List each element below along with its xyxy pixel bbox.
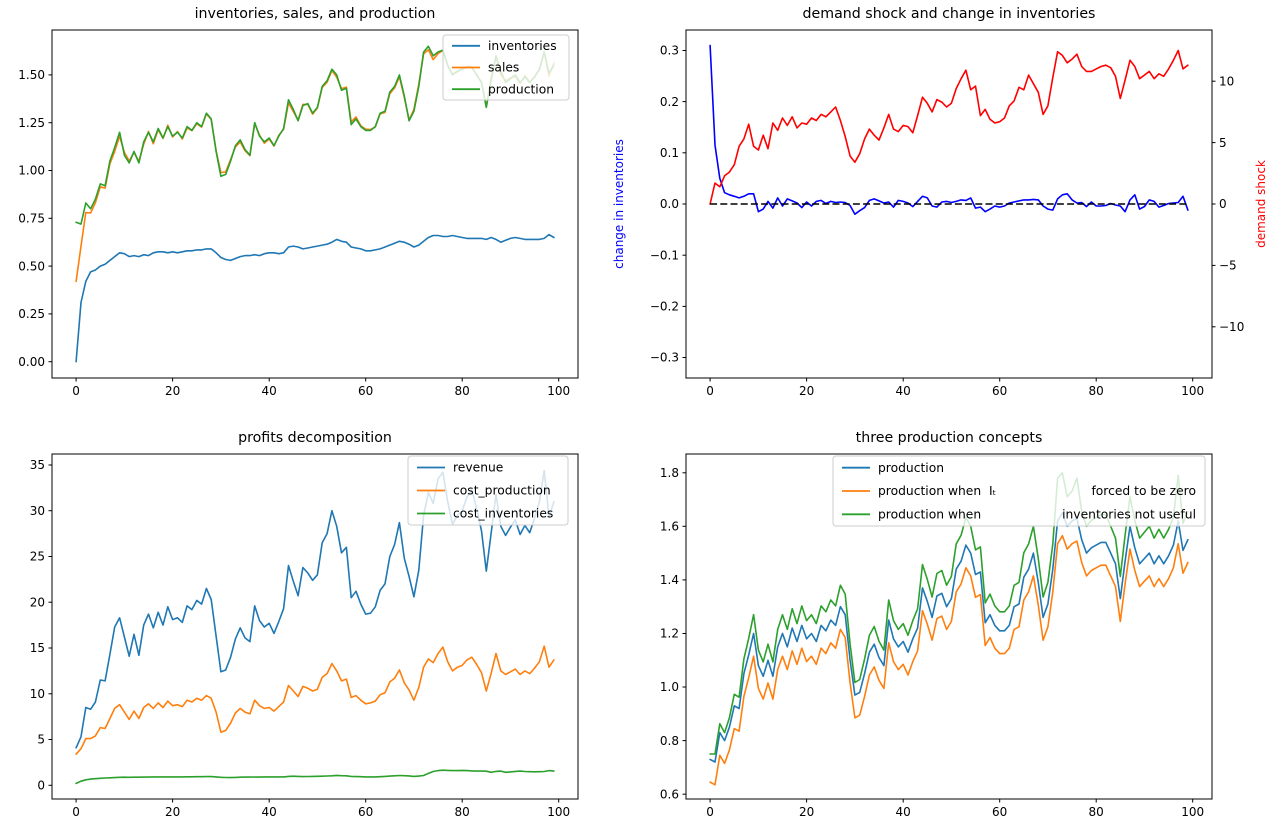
y-tick-label: 10 bbox=[30, 687, 45, 701]
series-production bbox=[709, 512, 1189, 763]
x-tick-label: 80 bbox=[455, 805, 470, 819]
y-tick-label: 0.3 bbox=[660, 44, 679, 58]
legend-item-label: revenue bbox=[453, 461, 503, 475]
y-tick-label: 1.4 bbox=[660, 573, 679, 587]
x-tick-label: 20 bbox=[165, 384, 180, 398]
chart-3: 0 20 40 60 80 100 0.6 0.8 1.0 1.2 1.4 1.6 1.8 product… bbox=[660, 453, 1213, 819]
legend-item-label: sales bbox=[488, 61, 519, 75]
x-tick-label: 60 bbox=[992, 805, 1007, 819]
y-tick-label: 1.00 bbox=[18, 164, 45, 178]
y-tick-label: 0.0 bbox=[660, 197, 679, 211]
chart-title-inventories-sales-production: inventories, sales, and production bbox=[194, 6, 436, 22]
axes-frame bbox=[51, 453, 579, 800]
legend: inventories sales production bbox=[442, 34, 570, 101]
y-tick-label: 0.50 bbox=[18, 259, 45, 273]
x-tick-label: 20 bbox=[799, 384, 814, 398]
chart-0: 0 20 40 60 80 100 0.00 0.25 0.50 0.75 1.00 1.25 1.50… bbox=[18, 29, 579, 398]
series-production-inventories-forced-zero bbox=[709, 534, 1189, 786]
legend-box bbox=[832, 455, 1206, 527]
x-tick-label: 100 bbox=[1181, 805, 1204, 819]
legend-item-label-2: forced to be zero bbox=[1091, 484, 1196, 498]
y-tick-label: 0.25 bbox=[18, 307, 45, 321]
series-change-in-inventories bbox=[709, 44, 1189, 215]
legend-box bbox=[407, 455, 569, 526]
legend-item-label: inventories bbox=[488, 39, 557, 53]
chart-title-three-production-concepts: three production concepts bbox=[855, 430, 1043, 446]
x-tick-label: 100 bbox=[547, 805, 570, 819]
y-tick-label: 1.2 bbox=[660, 627, 679, 641]
y-tick-label: 1.50 bbox=[18, 68, 45, 82]
series-inventories bbox=[75, 233, 555, 363]
axes-frame bbox=[685, 453, 1213, 800]
series-cost_production bbox=[75, 645, 555, 755]
y-tick-label: −0.2 bbox=[650, 300, 679, 314]
x-tick-label: 60 bbox=[358, 384, 373, 398]
y-tick-label: 0 bbox=[37, 779, 45, 793]
y-tick-label: 20 bbox=[30, 595, 45, 609]
chart-title-demand-shock-change-inventories: demand shock and change in inventories bbox=[802, 6, 1096, 22]
x-tick-label: 40 bbox=[896, 384, 911, 398]
y-axis-label-change-in-inventories: change in inventories bbox=[612, 139, 626, 269]
x-tick-label: 0 bbox=[706, 805, 714, 819]
y-tick-label: 35 bbox=[30, 458, 45, 472]
y-tick-label: 25 bbox=[30, 550, 45, 564]
x-tick-label: 40 bbox=[262, 384, 277, 398]
series-demand-shock bbox=[709, 49, 1189, 205]
legend: production production when Iₜ forced to be… bbox=[832, 455, 1206, 527]
legend-item-label-2: inventories not useful bbox=[1062, 508, 1196, 522]
x-tick-label: 60 bbox=[992, 384, 1007, 398]
x-tick-label: 80 bbox=[1089, 384, 1104, 398]
y-tick-label: 5 bbox=[37, 733, 45, 747]
y-tick-label: −0.3 bbox=[650, 351, 679, 365]
y-tick-label: 0.1 bbox=[660, 146, 679, 160]
y-tick-label: 0.6 bbox=[660, 787, 679, 801]
x-tick-label: 40 bbox=[262, 805, 277, 819]
x-tick-label: 20 bbox=[165, 805, 180, 819]
legend-item-label: production bbox=[878, 461, 944, 475]
legend-item-label: production when bbox=[878, 508, 981, 522]
y-tick-label: 1.8 bbox=[660, 466, 679, 480]
right-y-tick-label: 5 bbox=[1219, 136, 1227, 150]
y-tick-label: 0.75 bbox=[18, 212, 45, 226]
x-tick-label: 60 bbox=[358, 805, 373, 819]
legend-item-label: cost_production bbox=[453, 484, 551, 498]
right-y-tick-label: −10 bbox=[1219, 320, 1244, 334]
axes-frame bbox=[51, 29, 579, 379]
y-tick-label: 1.25 bbox=[18, 116, 45, 130]
right-y-tick-label: 0 bbox=[1219, 197, 1227, 211]
x-tick-label: 100 bbox=[1181, 384, 1204, 398]
right-y-tick-label: 10 bbox=[1219, 74, 1234, 88]
y-tick-label: 1.6 bbox=[660, 520, 679, 534]
y-tick-label: 0.8 bbox=[660, 734, 679, 748]
y-tick-label: 30 bbox=[30, 504, 45, 518]
x-tick-label: 40 bbox=[896, 805, 911, 819]
x-tick-label: 0 bbox=[706, 384, 714, 398]
x-tick-label: 0 bbox=[72, 384, 80, 398]
x-tick-label: 100 bbox=[547, 384, 570, 398]
chart-1: 0 20 40 60 80 100 0.3 0.2 0.1 0.0 −0.1 −0.2 −0.3 10 5 0… bbox=[650, 29, 1244, 398]
x-tick-label: 80 bbox=[1089, 805, 1104, 819]
y-tick-label: 0.00 bbox=[18, 355, 45, 369]
y-axis-label-demand-shock: demand shock bbox=[1254, 160, 1268, 248]
x-tick-label: 20 bbox=[799, 805, 814, 819]
y-tick-label: −0.1 bbox=[650, 248, 679, 262]
legend-item-label: production when Iₜ bbox=[878, 484, 996, 498]
legend-box bbox=[442, 34, 570, 101]
chart-2: 0 20 40 60 80 100 0 5 10 15 20 25 30 35 revenue cost_pr… bbox=[30, 453, 579, 819]
chart-title-profits-decomposition: profits decomposition bbox=[238, 430, 392, 446]
right-y-tick-label: −5 bbox=[1219, 259, 1237, 273]
series-cost_inventories bbox=[75, 769, 555, 785]
y-tick-label: 15 bbox=[30, 641, 45, 655]
legend: revenue cost_production cost_inventories bbox=[407, 455, 569, 526]
y-tick-label: 0.2 bbox=[660, 95, 679, 109]
legend-item-label: production bbox=[488, 82, 554, 96]
x-tick-label: 0 bbox=[72, 805, 80, 819]
x-tick-label: 80 bbox=[455, 384, 470, 398]
y-tick-label: 1.0 bbox=[660, 680, 679, 694]
legend-item-label: cost_inventories bbox=[453, 507, 553, 521]
